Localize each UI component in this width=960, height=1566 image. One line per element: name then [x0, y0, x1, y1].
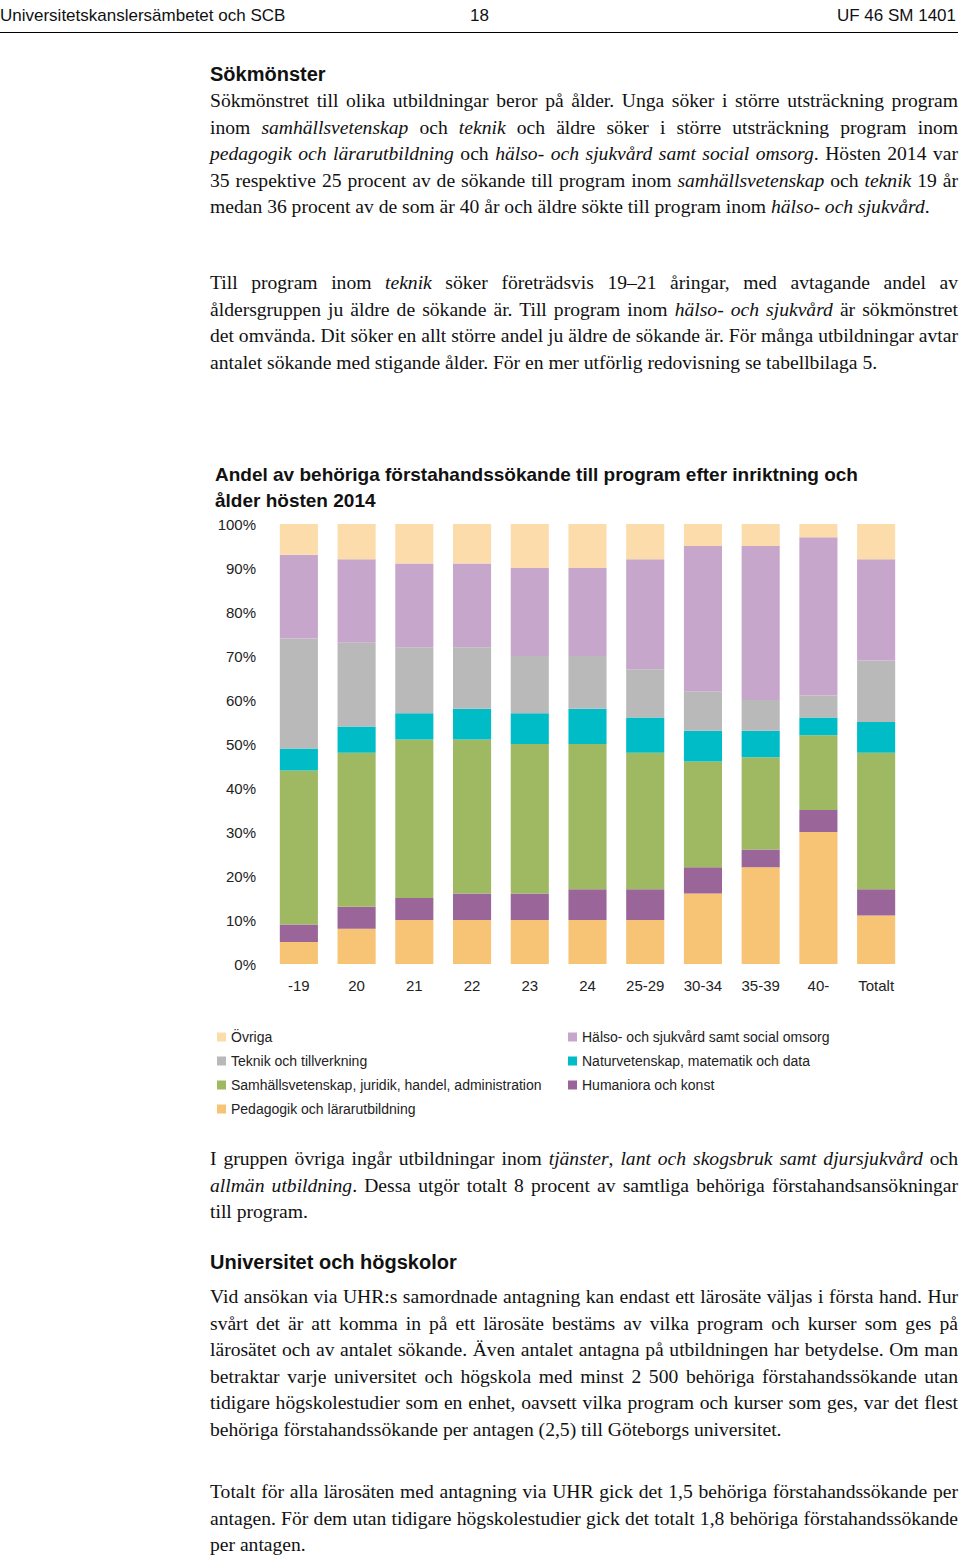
svg-text:30-34: 30-34	[684, 977, 722, 994]
html-text:Vid ansökan via UHR:s samordna: Vid ansökan via UHR:s samordnade antagni…	[210, 1286, 958, 1440]
html-text:UF 46 SM 1401: UF 46 SM 1401	[836, 6, 956, 25]
svg-text:25-29: 25-29	[626, 977, 664, 994]
html-text:Universitetskanslersämbetet oc: Universitetskanslersämbetet och SCB	[0, 6, 286, 25]
svg-text:23: 23	[521, 977, 538, 994]
svg-text:60%: 60%	[226, 692, 256, 709]
svg-text:22: 22	[464, 977, 481, 994]
svg-text:70%: 70%	[226, 648, 256, 665]
html-text:Totalt för alla lärosäten med: Totalt för alla lärosäten med antagning …	[210, 1481, 958, 1555]
svg-text:-19: -19	[288, 977, 310, 994]
svg-text:40%: 40%	[226, 780, 256, 797]
svg-text:80%: 80%	[226, 604, 256, 621]
svg-text:Andel av behöriga förstahandss: Andel av behöriga förstahandssökande til…	[215, 464, 863, 485]
svg-text:Totalt: Totalt	[858, 977, 895, 994]
svg-text:ålder hösten 2014: ålder hösten 2014	[215, 490, 376, 511]
svg-text:30%: 30%	[226, 824, 256, 841]
html-text:allmän utbildning. Dessa utgör: allmän utbildning. Dessa utgör totalt 8 …	[210, 1174, 958, 1222]
svg-text:100%: 100%	[218, 516, 256, 533]
svg-text:40-: 40-	[808, 977, 830, 994]
svg-text:Samhällsvetenskap, juridik, ha: Samhällsvetenskap, juridik, handel, admi…	[231, 1077, 542, 1093]
svg-text:Pedagogik och lärarutbildning: Pedagogik och lärarutbildning	[231, 1101, 415, 1117]
svg-text:21: 21	[406, 977, 423, 994]
html-text:pedagogik och lärarutbildning: pedagogik och lärarutbildning och hälso-…	[210, 143, 958, 217]
html-text:Sökmönster: Sökmönster	[210, 63, 326, 85]
svg-text:10%: 10%	[226, 912, 256, 929]
svg-text:Naturvetenskap, matematik och: Naturvetenskap, matematik och data	[582, 1053, 810, 1069]
html-text:Universitet och högskolor: Universitet och högskolor	[210, 1251, 457, 1273]
svg-text:35-39: 35-39	[741, 977, 779, 994]
svg-text:20%: 20%	[226, 868, 256, 885]
svg-text:24: 24	[579, 977, 596, 994]
svg-text:Humaniora och konst: Humaniora och konst	[582, 1077, 714, 1093]
html-text:Till program inom teknik söker: Till program inom teknik söker företräds…	[210, 272, 958, 373]
svg-text:Hälso- och sjukvård samt socia: Hälso- och sjukvård samt social omsorg	[582, 1029, 829, 1045]
svg-text:90%: 90%	[226, 560, 256, 577]
svg-text:0%: 0%	[234, 956, 256, 973]
html-text:18: 18	[470, 6, 489, 25]
svg-text:50%: 50%	[226, 736, 256, 753]
html-text:I gruppen övriga ingår utbildn: I gruppen övriga ingår utbildningar inom…	[210, 1148, 958, 1169]
svg-text:20: 20	[348, 977, 365, 994]
svg-text:Övriga: Övriga	[231, 1028, 272, 1045]
svg-text:Teknik och tillverkning: Teknik och tillverkning	[231, 1053, 367, 1069]
html-text:Sökmönstret till olika utbildn: Sökmönstret till olika utbildningar bero…	[210, 90, 958, 138]
